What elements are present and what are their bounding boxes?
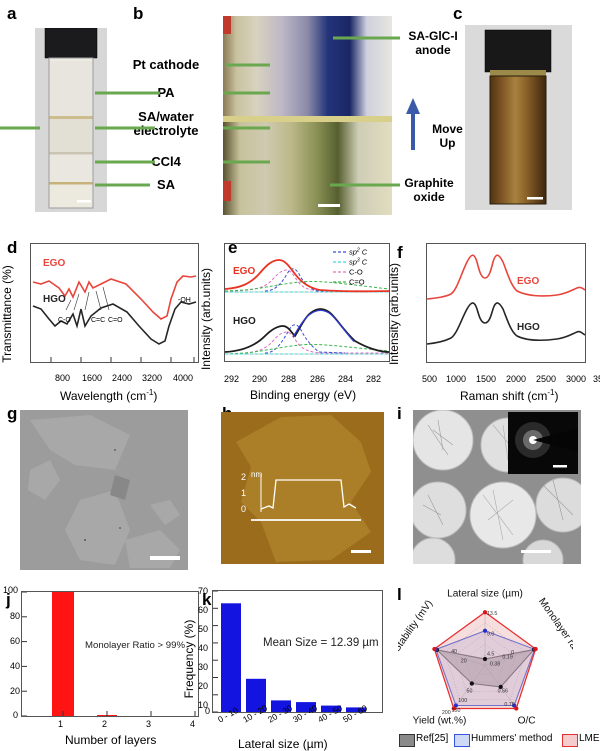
svg-text:2: 2	[241, 472, 246, 482]
svg-text:1: 1	[241, 488, 246, 498]
svg-text:Monolayer ratio: Monolayer ratio	[536, 596, 573, 660]
svg-text:Lateral size (µm): Lateral size (µm)	[447, 589, 523, 600]
svg-text:150: 150	[452, 708, 461, 714]
svg-text:EGO: EGO	[43, 258, 65, 269]
svg-text:EGO: EGO	[233, 266, 255, 277]
svg-text:sp3 C: sp3 C	[349, 258, 368, 267]
svg-text:13.5: 13.5	[487, 611, 497, 617]
svg-text:C=O: C=O	[108, 317, 123, 324]
svg-text:50: 50	[467, 689, 473, 695]
svg-text:20: 20	[461, 659, 467, 665]
svg-text:Monolayer Ratio > 99%: Monolayer Ratio > 99%	[85, 640, 185, 651]
svg-text:0: 0	[241, 504, 246, 514]
svg-text:Stability (mV): Stability (mV)	[398, 598, 435, 654]
svg-text:HGO: HGO	[517, 322, 540, 333]
svg-text:40: 40	[451, 649, 457, 655]
svg-text:100: 100	[458, 698, 467, 704]
svg-text:4.5: 4.5	[487, 652, 494, 658]
svg-text:-OH: -OH	[178, 297, 191, 304]
svg-text:O/C: O/C	[518, 715, 536, 726]
svg-text:Mean Size = 12.39 µm: Mean Size = 12.39 µm	[263, 637, 379, 649]
svg-text:0.38: 0.38	[490, 661, 500, 667]
svg-text:0.19: 0.19	[502, 655, 512, 661]
svg-text:C=C: C=C	[91, 317, 105, 324]
svg-text:9.0: 9.0	[487, 631, 494, 637]
svg-text:0.75: 0.75	[504, 702, 514, 708]
svg-text:sp2 C: sp2 C	[349, 248, 368, 257]
svg-text:HGO: HGO	[233, 316, 256, 327]
svg-text:EGO: EGO	[517, 276, 539, 287]
svg-text:HGO: HGO	[43, 294, 66, 305]
svg-text:C-O: C-O	[58, 317, 71, 324]
svg-text:0.56: 0.56	[498, 689, 508, 695]
svg-text:C=O: C=O	[349, 278, 365, 287]
svg-text:Yield (wt.%): Yield (wt.%)	[413, 715, 467, 726]
svg-text:C-O: C-O	[349, 268, 363, 277]
